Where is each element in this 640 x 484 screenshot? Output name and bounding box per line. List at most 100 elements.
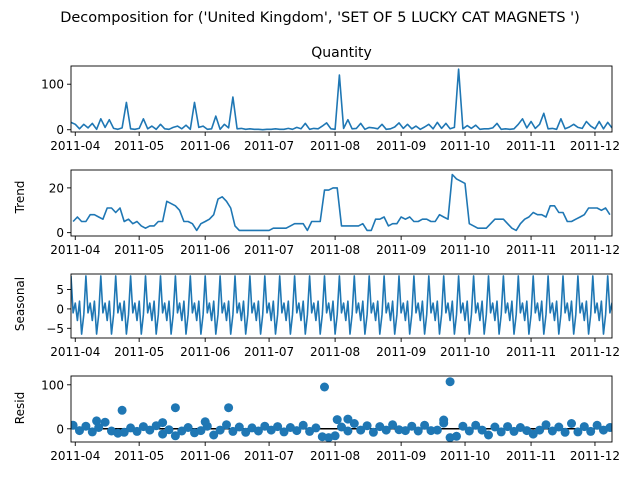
data-point xyxy=(330,431,340,441)
data-point xyxy=(273,422,283,432)
data-point xyxy=(234,422,244,432)
data-point xyxy=(170,403,180,413)
data-point xyxy=(547,426,557,436)
y-tick-label: 100 xyxy=(41,378,64,392)
data-point xyxy=(452,431,461,441)
data-point xyxy=(432,425,442,435)
y-tick-label: 0 xyxy=(56,302,64,316)
panel-2: −5 0 5 2011-04 2011-05 2011-06 2011-07 2011-08 2… xyxy=(46,273,620,359)
x-tick-label: 2011-04 xyxy=(50,345,100,359)
axes-frame xyxy=(70,65,613,133)
x-tick-label: 2011-05 xyxy=(114,139,164,153)
data-point xyxy=(332,415,342,425)
panel-1: 0 20 2011-04 2011-05 2011-06 2011-07 2011-08 20… xyxy=(49,169,620,257)
x-tick-label: 2011-05 xyxy=(114,345,164,359)
data-point xyxy=(349,419,359,428)
data-point xyxy=(132,426,142,436)
x-tick-label: 2011-06 xyxy=(180,449,230,463)
data-point xyxy=(368,427,378,437)
data-point xyxy=(343,426,353,436)
x-tick-label: 2011-07 xyxy=(244,345,294,359)
axes-frame xyxy=(70,375,613,443)
data-point xyxy=(241,427,251,437)
ylabel-seasonal: Seasonal xyxy=(13,277,27,331)
data-point xyxy=(200,417,210,427)
y-tick-label: 100 xyxy=(41,78,64,92)
x-tick-label: 2011-12 xyxy=(570,449,620,463)
data-point xyxy=(407,421,417,431)
data-point xyxy=(222,420,231,430)
data-point xyxy=(503,422,513,432)
x-tick-label: 2011-06 xyxy=(180,345,230,359)
data-point xyxy=(560,427,570,437)
x-tick-label: 2011-10 xyxy=(440,243,490,257)
x-tick-label: 2011-09 xyxy=(376,345,426,359)
x-tick-label: 2011-12 xyxy=(570,345,620,359)
ylabel-trend: Trend xyxy=(13,181,27,215)
data-point xyxy=(224,403,234,413)
data-point xyxy=(320,382,329,392)
data-point xyxy=(605,423,612,432)
data-point xyxy=(81,421,91,431)
data-point xyxy=(464,426,474,436)
series-line xyxy=(71,68,612,131)
x-tick-label: 2011-08 xyxy=(310,449,360,463)
data-point xyxy=(164,425,174,435)
x-tick-label: 2011-09 xyxy=(376,449,426,463)
data-point xyxy=(337,422,346,432)
x-tick-label: 2011-08 xyxy=(310,345,360,359)
x-tick-label: 2011-10 xyxy=(440,449,490,463)
x-tick-label: 2011-04 xyxy=(50,243,100,257)
data-point xyxy=(381,425,391,435)
data-point xyxy=(445,377,455,387)
y-tick-label: 5 xyxy=(56,283,64,297)
x-tick-label: 2011-11 xyxy=(506,243,556,257)
x-tick-label: 2011-11 xyxy=(506,345,556,359)
data-point xyxy=(388,420,398,430)
data-point xyxy=(170,431,180,441)
panel-3: 0 100 2011-04 2011-05 2011-06 2011-07 2011-08 2… xyxy=(41,375,620,463)
data-point xyxy=(117,405,127,415)
data-point xyxy=(209,430,219,440)
x-tick-label: 2011-10 xyxy=(440,345,490,359)
data-point xyxy=(458,421,468,431)
x-tick-label: 2011-08 xyxy=(310,243,360,257)
x-tick-label: 2011-09 xyxy=(376,139,426,153)
panel-0: 0 100 2011-04 2011-05 2011-06 2011-07 2011-08 2… xyxy=(41,65,620,153)
data-point xyxy=(477,425,487,435)
series-line xyxy=(71,275,612,335)
x-tick-label: 2011-11 xyxy=(506,449,556,463)
data-point xyxy=(311,423,321,433)
data-point xyxy=(75,426,84,436)
x-tick-label: 2011-07 xyxy=(244,139,294,153)
data-point xyxy=(400,426,410,436)
x-tick-label: 2011-04 xyxy=(50,449,100,463)
x-tick-label: 2011-06 xyxy=(180,243,230,257)
data-point xyxy=(253,426,263,436)
x-tick-label: 2011-12 xyxy=(570,139,620,153)
data-point xyxy=(158,418,168,428)
x-tick-label: 2011-07 xyxy=(244,243,294,257)
data-point xyxy=(343,414,353,424)
x-tick-label: 2011-12 xyxy=(570,243,620,257)
figure-suptitle: Decomposition for ('United Kingdom', 'SE… xyxy=(60,10,580,26)
data-point xyxy=(579,422,589,432)
data-point xyxy=(471,420,481,430)
data-point xyxy=(298,420,308,430)
x-tick-label: 2011-11 xyxy=(506,139,556,153)
data-point xyxy=(413,426,423,436)
data-point xyxy=(183,423,193,432)
data-point xyxy=(541,420,551,430)
data-point xyxy=(356,425,366,435)
data-point xyxy=(567,419,576,428)
data-point xyxy=(439,415,449,425)
axes-frame xyxy=(70,273,613,339)
data-point xyxy=(573,427,583,437)
y-tick-label: 0 xyxy=(56,123,64,137)
data-point xyxy=(420,420,430,430)
x-tick-label: 2011-05 xyxy=(114,243,164,257)
x-tick-label: 2011-04 xyxy=(50,139,100,153)
x-tick-label: 2011-09 xyxy=(376,243,426,257)
data-point xyxy=(145,425,155,435)
